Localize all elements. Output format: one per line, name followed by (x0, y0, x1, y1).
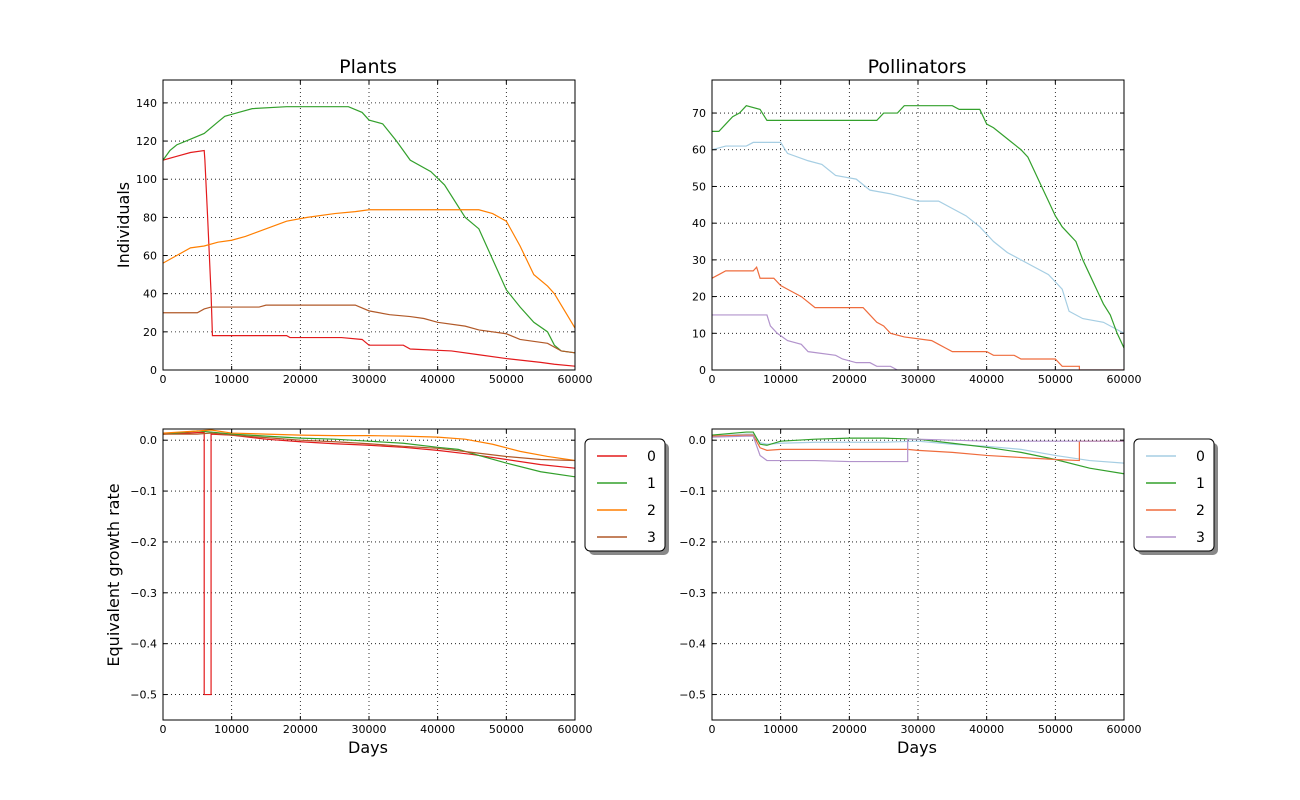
plants-growth-ytick-label: −0.2 (130, 536, 157, 549)
plants-legend: 0 1 2 3 (584, 438, 669, 555)
pollinators-legend: 0 1 2 3 (1133, 438, 1218, 555)
pollinators-growth-ytick-label: −0.5 (679, 689, 706, 702)
pollinators-growth-series-1-line (712, 431, 1124, 475)
plants-growth-xtick-label: 10000 (214, 723, 249, 736)
pollinators-individuals-xtick-label: 30000 (901, 373, 936, 386)
plants-individuals-xtick-label: 20000 (283, 373, 318, 386)
pollinators-individuals-xtick-label: 10000 (763, 373, 798, 386)
pollinators-individuals-panel: 0 10000 20000 30000 40000 50000 60000 0 10 20 30 40… (692, 79, 1142, 386)
plants-individuals-ytick-label: 60 (143, 250, 157, 263)
plants-growth-ytick-label: −0.5 (130, 689, 157, 702)
pollinators-growth-xtick-label: 40000 (969, 723, 1004, 736)
plants-growth-ytick-label: −0.3 (130, 587, 157, 600)
plants-growth-xtick-label: 0 (160, 723, 167, 736)
pollinators-individuals-series-3-line (712, 314, 1124, 370)
plants-individuals-ytick-label: 20 (143, 326, 157, 339)
pollinators-title: Pollinators (868, 56, 967, 78)
plants-growth-legend-label-1: 1 (647, 476, 656, 492)
plants-individuals-ylabel: Individuals (114, 182, 133, 268)
pollinators-individuals-xtick-label: 20000 (832, 373, 867, 386)
pollinators-growth-series-2-line (712, 434, 1124, 462)
plants-growth-xtick-label: 20000 (283, 723, 318, 736)
pollinators-individuals-ytick-label: 30 (692, 254, 706, 267)
pollinators-growth-xtick-label: 20000 (832, 723, 867, 736)
plants-growth-legend-label-0: 0 (647, 449, 656, 465)
pollinators-growth-series-3-line (712, 435, 1124, 463)
plants-individuals-series-0-line (163, 149, 575, 367)
plants-individuals-series-2-line (163, 209, 575, 329)
pollinators-growth-ytick-label: −0.1 (679, 485, 706, 498)
plants-individuals-series-1-line (163, 106, 575, 354)
pollinators-growth-ytick-label: −0.4 (679, 638, 706, 651)
pollinators-individuals-ytick-label: 10 (692, 327, 706, 340)
pollinators-growth-ytick-label: −0.2 (679, 536, 706, 549)
pollinators-growth-xtick-label: 50000 (1038, 723, 1073, 736)
plants-individuals-xtick-label: 30000 (352, 373, 387, 386)
plants-growth-xtick-label: 30000 (352, 723, 387, 736)
plants-growth-legend-label-2: 2 (647, 503, 656, 519)
plants-individuals-ytick-label: 0 (150, 364, 157, 377)
pollinators-individuals-xtick-label: 50000 (1038, 373, 1073, 386)
pollinators-individuals-xtick-label: 40000 (969, 373, 1004, 386)
plants-growth-legend-box (584, 438, 666, 552)
pollinators-individuals-ytick-label: 0 (699, 364, 706, 377)
plants-growth-series-2-line (163, 429, 575, 462)
plants-growth-ytick-label: 0.0 (140, 434, 158, 447)
pollinators-individuals-series-0-line (712, 141, 1124, 334)
pollinators-days-xlabel: Days (897, 738, 937, 757)
pollinators-growth-xtick-label: 30000 (901, 723, 936, 736)
pollinators-growth-ytick-label: 0.0 (689, 434, 707, 447)
plants-individuals-panel: 0 10000 20000 30000 40000 50000 60000 0 20 40 60 80… (136, 79, 593, 386)
plants-days-xlabel: Days (348, 738, 388, 757)
plants-growth-panel: 0 10000 20000 30000 40000 50000 60000 −0.5 −0.4 −… (130, 428, 593, 736)
plants-individuals-xtick-label: 60000 (558, 373, 593, 386)
plants-individuals-ytick-label: 80 (143, 211, 157, 224)
pollinators-growth-xtick-label: 10000 (763, 723, 798, 736)
pollinators-growth-legend-label-3: 3 (1196, 530, 1205, 546)
plants-growth-ytick-label: −0.4 (130, 638, 157, 651)
pollinators-individuals-ytick-label: 50 (692, 180, 706, 193)
plants-title: Plants (339, 56, 397, 78)
pollinators-growth-xtick-label: 60000 (1107, 723, 1142, 736)
plants-growth-xtick-label: 60000 (558, 723, 593, 736)
plants-growth-xtick-label: 50000 (489, 723, 524, 736)
pollinators-growth-legend-box (1133, 438, 1215, 552)
plants-individuals-ytick-label: 40 (143, 288, 157, 301)
plants-growth-ytick-label: −0.1 (130, 485, 157, 498)
pollinators-individuals-series-2-line (712, 266, 1124, 370)
plants-growth-series-1-line (163, 430, 575, 478)
pollinators-growth-legend-label-0: 0 (1196, 449, 1205, 465)
pollinators-growth-ytick-label: −0.3 (679, 587, 706, 600)
pollinators-growth-xtick-label: 0 (709, 723, 716, 736)
plants-individuals-xtick-label: 50000 (489, 373, 524, 386)
pollinators-individuals-ytick-label: 60 (692, 144, 706, 157)
pollinators-individuals-ytick-label: 40 (692, 217, 706, 230)
pollinators-growth-legend-label-1: 1 (1196, 476, 1205, 492)
plants-individuals-ytick-label: 100 (136, 173, 157, 186)
pollinators-individuals-ytick-label: 70 (692, 107, 706, 120)
plants-individuals-xtick-label: 10000 (214, 373, 249, 386)
pollinators-growth-panel: 0 10000 20000 30000 40000 50000 60000 −0.5 −0.4 −… (679, 428, 1142, 736)
plants-growth-series-3-line (163, 432, 575, 462)
plants-growth-legend-label-3: 3 (647, 530, 656, 546)
pollinators-individuals-xtick-label: 0 (709, 373, 716, 386)
plants-individuals-series-3-line (163, 304, 575, 354)
pollinators-individuals-xtick-label: 60000 (1107, 373, 1142, 386)
plants-growth-ylabel: Equivalent growth rate (104, 483, 123, 666)
pollinators-growth-legend-label-2: 2 (1196, 503, 1205, 519)
plants-individuals-ytick-label: 140 (136, 97, 157, 110)
plants-growth-xtick-label: 40000 (420, 723, 455, 736)
plants-individuals-xtick-label: 40000 (420, 373, 455, 386)
pollinators-individuals-series-1-line (712, 105, 1124, 349)
pollinators-individuals-ytick-label: 20 (692, 291, 706, 304)
plants-individuals-xtick-label: 0 (160, 373, 167, 386)
plants-individuals-ytick-label: 120 (136, 135, 157, 148)
